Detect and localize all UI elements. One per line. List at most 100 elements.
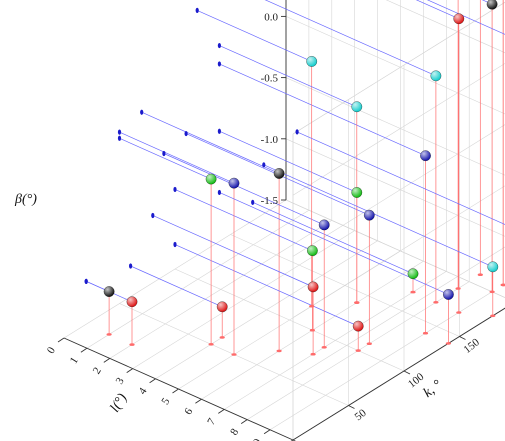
- projection-lines-layer: [84, 0, 505, 356]
- data-point: [228, 177, 240, 189]
- data-point: [453, 13, 465, 25]
- wall-projection-line: [219, 45, 357, 108]
- back-wall-grid-line: [292, 185, 505, 318]
- data-point: [306, 56, 318, 67]
- x-tick: [218, 409, 225, 414]
- wall-projection-mark: [151, 212, 155, 219]
- data-point: [363, 209, 375, 221]
- y-tick: [403, 370, 411, 375]
- z-tick-label: 0.0: [264, 11, 278, 23]
- x-tick: [126, 368, 133, 373]
- wall-projection-line: [141, 111, 280, 174]
- wall-projection-line: [426, 0, 505, 35]
- floor-projection-mark: [489, 290, 495, 294]
- wall-projection-line: [219, 63, 426, 157]
- floor-projection-mark: [321, 346, 327, 349]
- back-wall-grid-line: [292, 63, 505, 196]
- floor-projection-mark: [219, 336, 225, 339]
- x-tick-label: 2: [91, 365, 104, 376]
- floor-projection-mark: [231, 353, 237, 356]
- data-point: [103, 286, 115, 297]
- wall-projection-mark: [184, 130, 188, 137]
- data-point: [407, 268, 419, 280]
- x-tick-label: 1: [68, 355, 81, 366]
- data-point: [307, 281, 319, 293]
- data-point: [352, 320, 364, 332]
- floor-projection-mark: [422, 331, 429, 335]
- x-tick-label: 5: [159, 395, 172, 406]
- floor-grid-line: [174, 268, 405, 372]
- x-tick-label: 8: [228, 426, 241, 437]
- left-wall-grid-line: [285, 77, 505, 176]
- x-tick-label: 3: [114, 375, 127, 386]
- wall-projection-mark: [173, 186, 177, 193]
- data-point: [126, 296, 138, 308]
- wall-projection-line: [119, 137, 212, 180]
- wall-projection-line: [415, 0, 459, 20]
- left-wall-grid-line: [285, 199, 505, 298]
- axis-layer: [57, 0, 505, 441]
- x-tick: [103, 358, 111, 363]
- floor-grid-line: [285, 199, 505, 298]
- wall-projection-line: [152, 215, 314, 288]
- floor-projection-mark: [129, 343, 135, 346]
- y-tick-label: 50: [353, 407, 369, 424]
- wall-projection-line: [219, 130, 357, 193]
- floor-projection-mark: [477, 273, 483, 277]
- x-tick: [80, 347, 88, 353]
- floor-projection-mark: [276, 349, 282, 353]
- data-point: [430, 70, 442, 82]
- z-tick-label: -1.5: [261, 195, 279, 207]
- x-tick-label: 9: [251, 436, 264, 441]
- wall-projection-mark: [217, 61, 221, 67]
- wall-projection-mark: [251, 199, 255, 205]
- data-point: [486, 0, 498, 10]
- x-tick: [172, 388, 179, 394]
- wall-projection-line: [263, 164, 493, 268]
- wall-projection-mark: [217, 189, 221, 196]
- wall-projection-mark: [84, 278, 88, 284]
- left-wall-grid-line: [385, 0, 505, 54]
- wall-projection-line: [264, 0, 437, 77]
- z-axis-title: β(°): [14, 192, 37, 207]
- wall-projection-line: [130, 265, 223, 308]
- floor-projection-mark: [310, 352, 316, 356]
- wall-projection-line: [296, 131, 505, 225]
- wall-projection-mark: [162, 150, 166, 157]
- frame-line: [285, 199, 505, 298]
- floor-projection-mark: [433, 301, 439, 304]
- grid-layer: [63, 0, 505, 441]
- back-wall-grid-line: [292, 246, 505, 380]
- floor-projection-mark: [208, 343, 214, 346]
- data-point: [443, 289, 454, 300]
- wall-projection-line: [481, 0, 493, 5]
- floor-projection-mark: [355, 349, 361, 352]
- floor-projection-mark: [455, 287, 461, 290]
- wall-projection-line: [197, 10, 312, 62]
- wall-projection-line: [163, 153, 325, 226]
- x-tick-label: 0: [45, 344, 58, 355]
- floor-projection-mark: [354, 301, 360, 304]
- left-wall-grid-line: [285, 138, 505, 237]
- x-tick-label: 7: [205, 416, 218, 427]
- wall-projection-line: [174, 189, 313, 251]
- x-axis-title: l(°): [108, 391, 131, 415]
- y-tick: [459, 336, 466, 340]
- floor-projection-mark: [309, 328, 315, 332]
- x-tick-label: 4: [137, 385, 150, 396]
- wall-projection-line: [252, 202, 414, 275]
- wall-projection-line: [119, 131, 235, 184]
- wall-projection-mark: [140, 109, 144, 115]
- wall-projection-mark: [129, 263, 133, 269]
- data-point: [318, 219, 330, 231]
- x-tick: [240, 419, 248, 424]
- wall-projection-line: [174, 244, 359, 327]
- y-tick: [348, 405, 355, 409]
- z-tick-label: -0.5: [261, 73, 279, 85]
- z-tick-label: -1.0: [261, 134, 279, 146]
- floor-projection-mark: [500, 283, 505, 287]
- left-wall-grid-line: [285, 16, 505, 115]
- wall-projection-mark: [117, 135, 122, 141]
- floor-projection-mark: [366, 342, 372, 346]
- labels-layer: β(°) l(°) k, ° 012345678910050100150200-…: [14, 11, 482, 441]
